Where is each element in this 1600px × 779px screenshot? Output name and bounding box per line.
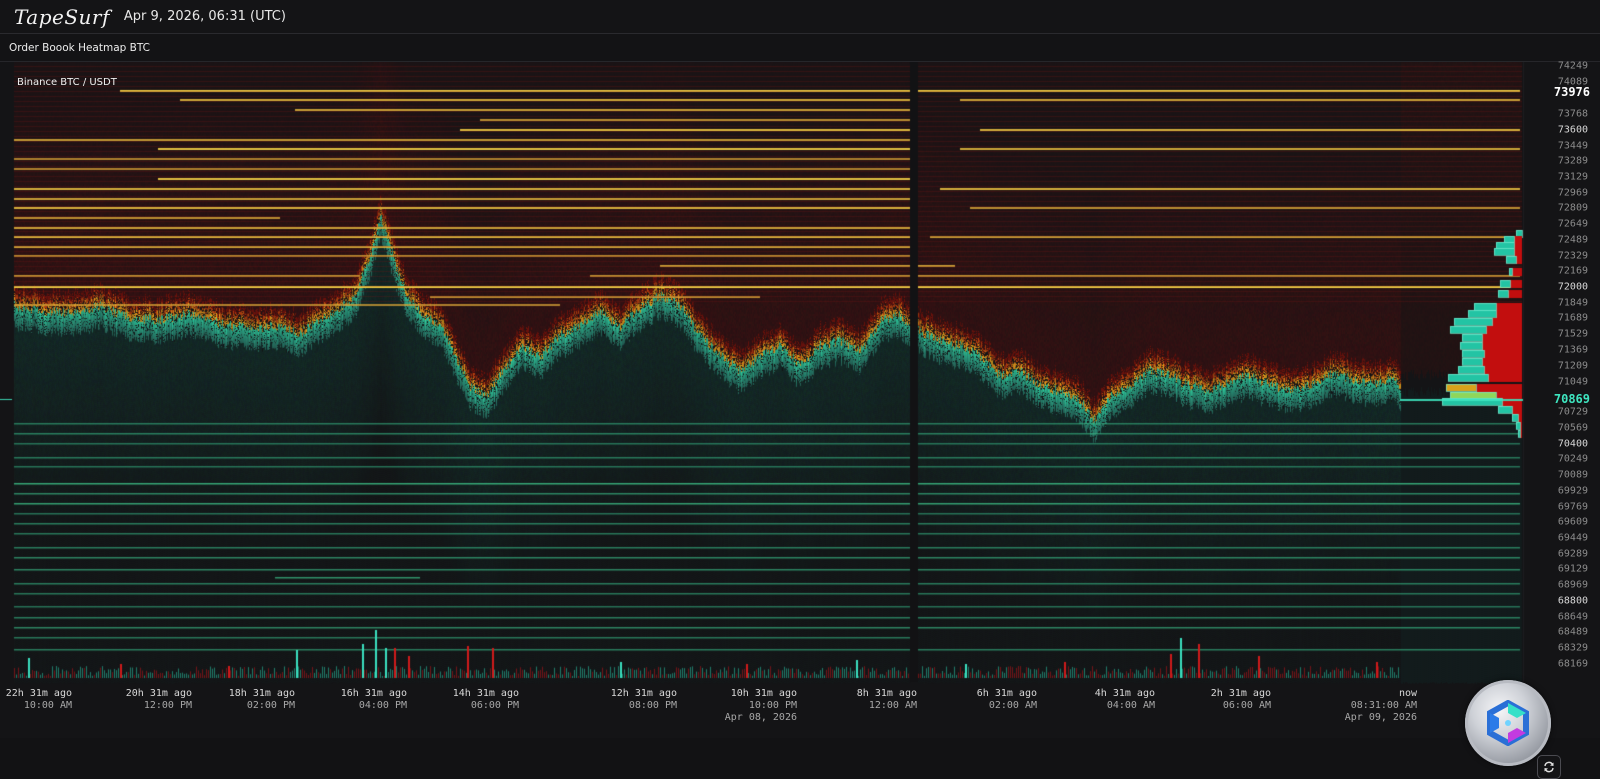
price-tick: 73449 [1557, 140, 1588, 152]
price-tick: 70569 [1557, 422, 1588, 434]
price-tick: 72649 [1557, 218, 1588, 230]
app-logo[interactable]: TapeSurf [14, 4, 110, 29]
price-tick: 72169 [1557, 265, 1588, 277]
time-ago-label: 12h 31m ago [610, 688, 677, 699]
clock-label: 10:00 PM [748, 700, 797, 711]
price-tick: 71849 [1557, 297, 1588, 309]
clock-label: 02:00 AM [988, 700, 1037, 711]
price-tick: 72489 [1557, 234, 1588, 246]
price-tick: 68800 [1557, 595, 1588, 607]
price-tick: 74249 [1557, 60, 1588, 72]
clock-label: 02:00 PM [246, 700, 295, 711]
time-tick: 18h 31m ago 02:00 PM [229, 688, 295, 712]
heatmap-canvas[interactable] [0, 62, 1600, 738]
price-axis[interactable]: 74249 74089 73976 73768 73600 73449 73289 73129… [1523, 60, 1600, 682]
time-ago-label: now [1398, 688, 1417, 699]
time-ago-label: 16h 31m ago [340, 688, 407, 699]
refresh-icon [1544, 761, 1554, 773]
time-tick: 4h 31m ago 04:00 AM [1095, 688, 1155, 712]
price-tick: 71529 [1557, 328, 1588, 340]
price-tick: 72809 [1557, 202, 1588, 214]
time-tick: 12h 31m ago 08:00 PM [611, 688, 677, 712]
time-ago-label: 14h 31m ago [452, 688, 519, 699]
price-tick: 70249 [1557, 453, 1588, 465]
price-tick: 71209 [1557, 360, 1588, 372]
time-tick: 14h 31m ago 06:00 PM [453, 688, 519, 712]
chart-title-bar: Order Boook Heatmap BTC [0, 34, 1600, 62]
price-tick: 68169 [1557, 658, 1588, 670]
price-tick: 73289 [1557, 155, 1588, 167]
price-tick: 70089 [1557, 469, 1588, 481]
clock-label: 04:00 PM [358, 700, 407, 711]
time-tick: 2h 31m ago 06:00 AM [1211, 688, 1271, 712]
time-tick: now 08:31:00 AM Apr 09, 2026 [1345, 688, 1417, 724]
price-tick: 73129 [1557, 171, 1588, 183]
price-tick: 69289 [1557, 548, 1588, 560]
time-ago-label: 8h 31m ago [856, 688, 917, 699]
time-tick: 22h 31m ago 10:00 AM [6, 688, 72, 712]
price-tick: 73768 [1557, 108, 1588, 120]
price-tick: 69129 [1557, 563, 1588, 575]
clock-label: 04:00 AM [1106, 700, 1155, 711]
time-ago-label: 18h 31m ago [228, 688, 295, 699]
price-tick: 74089 [1557, 76, 1588, 88]
time-ago-label: 6h 31m ago [976, 688, 1037, 699]
refresh-button[interactable] [1537, 755, 1561, 779]
price-tick: 72000 [1557, 281, 1588, 293]
price-tick: 69929 [1557, 485, 1588, 497]
trading-pair-label: Binance BTC / USDT [17, 77, 117, 88]
price-tick: 70400 [1557, 438, 1588, 450]
current-datetime: Apr 9, 2026, 06:31 (UTC) [123, 9, 286, 24]
price-tick: 71369 [1557, 344, 1588, 356]
time-tick: 16h 31m ago 04:00 PM [341, 688, 407, 712]
price-tick: 70729 [1557, 406, 1588, 418]
time-tick: 8h 31m ago 12:00 AM [857, 688, 917, 712]
price-tick: 69609 [1557, 516, 1588, 528]
hexagon-logo-icon [1487, 700, 1529, 746]
time-ago-label: 10h 31m ago [730, 688, 797, 699]
clock-label: 06:00 PM [470, 700, 519, 711]
time-ago-label: 20h 31m ago [125, 688, 192, 699]
time-axis[interactable]: 22h 31m ago 10:00 AM 20h 31m ago 12:00 PM 18… [0, 682, 1600, 738]
chart-title: Order Boook Heatmap BTC [9, 41, 150, 54]
price-tick: 68649 [1557, 611, 1588, 623]
price-tick: 73600 [1557, 124, 1588, 136]
price-tick: 68489 [1557, 626, 1588, 638]
clock-label: 12:00 AM [868, 700, 917, 711]
clock-label: 12:00 PM [143, 700, 192, 711]
high-marker-label: 73976 [1553, 85, 1590, 99]
clock-label: 08:31:00 AM [1350, 700, 1417, 711]
date-label: Apr 08, 2026 [724, 712, 797, 723]
price-tick: 71049 [1557, 376, 1588, 388]
price-tick: 68329 [1557, 642, 1588, 654]
top-bar: TapeSurf Apr 9, 2026, 06:31 (UTC) [0, 0, 1600, 34]
price-tick: 69769 [1557, 501, 1588, 513]
time-ago-label: 4h 31m ago [1094, 688, 1155, 699]
price-tick: 71689 [1557, 312, 1588, 324]
price-tick: 72969 [1557, 187, 1588, 199]
clock-label: 10:00 AM [23, 700, 72, 711]
time-ago-label: 22h 31m ago [5, 688, 72, 699]
current-price-label: 70869 [1553, 392, 1590, 406]
coin-logo-icon [1465, 680, 1551, 766]
clock-label: 08:00 PM [628, 700, 677, 711]
price-tick: 68969 [1557, 579, 1588, 591]
time-tick: 6h 31m ago 02:00 AM [977, 688, 1037, 712]
price-tick: 72329 [1557, 250, 1588, 262]
heatmap-chart[interactable]: Binance BTC / USDT 74249 74089 73976 73768 7… [0, 60, 1600, 779]
price-tick: 69449 [1557, 532, 1588, 544]
clock-label: 06:00 AM [1222, 700, 1271, 711]
date-label: Apr 09, 2026 [1344, 712, 1417, 723]
time-tick: 20h 31m ago 12:00 PM [126, 688, 192, 712]
time-tick: 10h 31m ago 10:00 PM Apr 08, 2026 [725, 688, 797, 724]
time-ago-label: 2h 31m ago [1210, 688, 1271, 699]
